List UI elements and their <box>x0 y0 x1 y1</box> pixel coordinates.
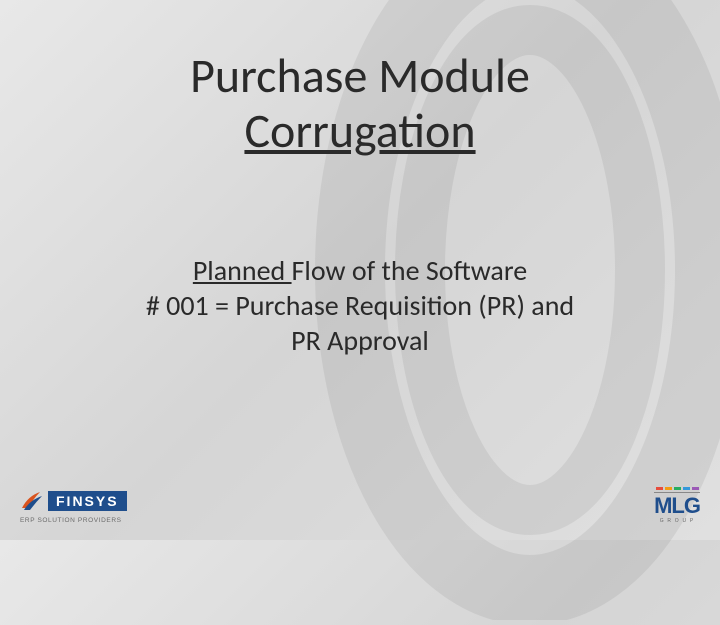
mlg-logo-text: MLG <box>654 492 700 517</box>
subtitle-line-3: PR Approval <box>0 323 720 358</box>
slide-subtitle: Planned Flow of the Software # 001 = Pur… <box>0 253 720 358</box>
title-line-2: Corrugation <box>0 103 720 158</box>
subtitle-rest: Flow of the Software <box>292 253 528 288</box>
subtitle-line-1: Planned Flow of the Software <box>193 253 527 288</box>
mlg-tagline: G R O U P <box>660 518 695 524</box>
slide-content: Purchase Module Corrugation Planned Flow… <box>0 0 720 540</box>
subtitle-underlined-word: Planned <box>193 253 292 288</box>
slide-footer: FINSYS ERP SOLUTION PROVIDERS MLG G R O … <box>0 468 720 524</box>
mlg-bar-4 <box>683 487 690 490</box>
slide-title: Purchase Module Corrugation <box>0 48 720 158</box>
finsys-logo: FINSYS ERP SOLUTION PROVIDERS <box>20 488 127 524</box>
title-line-1: Purchase Module <box>0 48 720 103</box>
finsys-swoosh-icon <box>20 488 46 514</box>
mlg-color-bars <box>656 487 699 490</box>
mlg-bar-1 <box>656 487 663 490</box>
mlg-bar-3 <box>674 487 681 490</box>
mlg-bar-5 <box>692 487 699 490</box>
subtitle-line-2: # 001 = Purchase Requisition (PR) and <box>0 288 720 323</box>
finsys-tagline: ERP SOLUTION PROVIDERS <box>20 517 122 524</box>
mlg-logo: MLG G R O U P <box>654 487 700 524</box>
finsys-logo-text: FINSYS <box>48 491 127 511</box>
mlg-bar-2 <box>665 487 672 490</box>
